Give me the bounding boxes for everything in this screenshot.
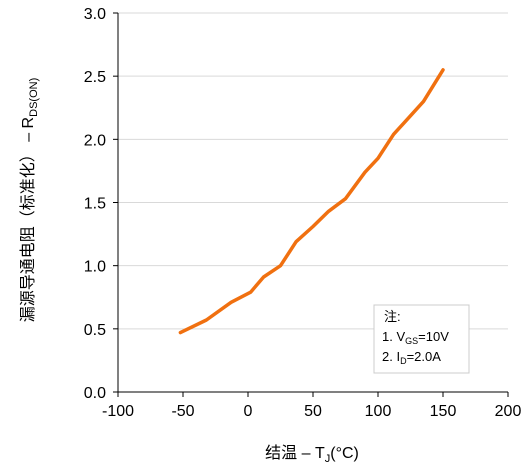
y-axis-title-sub: DS(ON) [28,78,40,117]
y-tick-label: 0.0 [84,385,106,402]
x-axis-title-sub: J [325,453,331,465]
note-line-2: 2. ID=2.0A [382,349,441,366]
note-box: 注: 1. VGS=10V 2. ID=2.0A [373,304,470,374]
note-line-2-sub: D [400,356,407,366]
note-line-1-prefix: 1. V [382,329,405,344]
x-ticks: -100 -50 0 50 100 150 200 [102,392,521,420]
note-line-2-tail: =2.0A [407,349,442,364]
y-tick-label: 0.5 [84,322,106,339]
grid-lines [118,12,508,330]
note-line-1-sub: GS [405,336,418,346]
series-line [178,68,445,335]
y-axis-title: 漏源导通电阻（标准化） – RDS(ON) [19,78,40,322]
y-tick-label: 3.0 [84,6,106,23]
x-tick-label: 0 [244,403,253,420]
x-tick-label: 150 [430,403,457,420]
x-tick-label: 50 [304,403,322,420]
series-line-group [178,68,445,335]
note-title: 注: [384,309,401,324]
y-tick-label: 1.5 [84,196,106,213]
y-tick-label: 1.0 [84,259,106,276]
note-frame [373,304,470,374]
note-line-2-prefix: 2. I [382,349,400,364]
y-tick-label: 2.0 [84,132,106,149]
x-tick-label: -100 [102,403,134,420]
x-tick-label: -50 [171,403,194,420]
x-axis-title: 结温 – TJ(°C) [265,444,359,465]
x-tick-label: 100 [365,403,392,420]
note-line-1: 1. VGS=10V [382,329,449,346]
x-axis-title-tail: (°C) [330,445,359,462]
y-ticks: 0.0 0.5 1.0 1.5 2.0 2.5 3.0 [84,6,118,402]
y-axis-title-main: 漏源导通电阻（标准化） – R [19,117,37,322]
x-axis-title-main: 结温 – T [265,444,325,462]
note-line-1-tail: =10V [418,329,449,344]
y-tick-label: 2.5 [84,69,106,86]
x-tick-label: 200 [495,403,522,420]
